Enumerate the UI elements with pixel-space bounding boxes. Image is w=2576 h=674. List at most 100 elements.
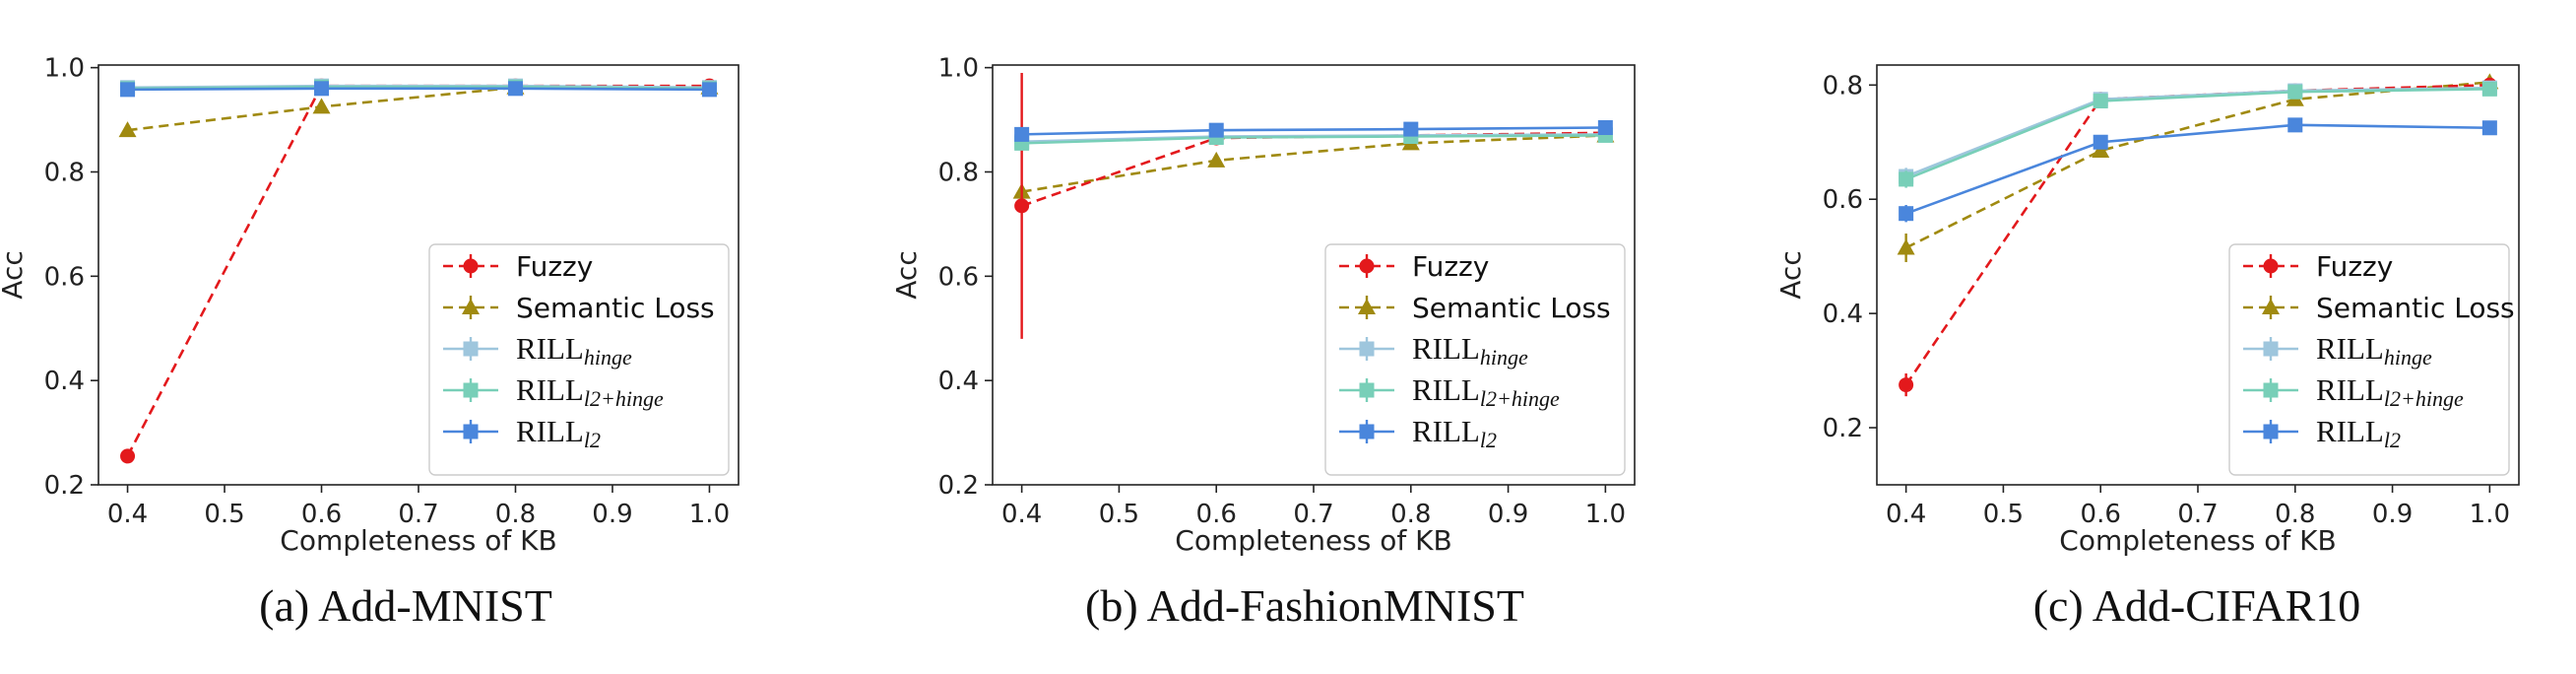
legend-label: Fuzzy (2316, 250, 2393, 283)
legend-swatch-marker (1359, 382, 1375, 398)
series-line (1021, 126, 1606, 136)
series-line (1905, 81, 2490, 249)
subfigure-caption: (a) Add-MNIST (259, 580, 552, 631)
x-tick-label: 1.0 (689, 500, 730, 529)
legend-label: RILLl2 (2316, 414, 2401, 452)
data-point (701, 82, 717, 98)
legend-swatch-marker (2263, 258, 2279, 274)
data-point (2287, 84, 2303, 100)
legend-item: Semantic Loss (1339, 292, 1611, 324)
subfigure-caption: (b) Add-FashionMNIST (1085, 580, 1524, 631)
legend-label: RILLl2+hinge (1412, 372, 1560, 411)
legend-label: RILLl2+hinge (2316, 372, 2464, 411)
series-2 (1897, 73, 2499, 262)
data-point (1207, 151, 1226, 168)
legend-item: Semantic Loss (2243, 292, 2515, 324)
data-point (2287, 117, 2303, 133)
legend-label: RILLhinge (2316, 331, 2432, 370)
x-tick-label: 0.6 (1196, 500, 1237, 529)
legend-swatch-marker (462, 299, 480, 314)
plot-frame (992, 64, 1636, 486)
series-line (1021, 134, 1606, 193)
x-tick-label: 0.8 (2275, 500, 2315, 529)
x-tick-label: 0.9 (2372, 500, 2413, 529)
data-point (118, 121, 137, 138)
data-point (2092, 141, 2110, 158)
subfigure-caption: (c) Add-CIFAR10 (2033, 580, 2361, 631)
x-tick-label: 0.6 (2081, 500, 2121, 529)
legend-item: RILLl2 (1339, 414, 1497, 452)
x-tick-label: 1.0 (1585, 500, 1626, 529)
legend-item: RILLhinge (443, 331, 632, 370)
series-line (1021, 131, 1606, 208)
series-line (127, 85, 710, 91)
x-tick-label: 0.9 (1488, 500, 1528, 529)
legend-item: Fuzzy (443, 250, 593, 283)
y-tick-label: 1.0 (44, 54, 85, 84)
legend-label: Fuzzy (1412, 250, 1489, 283)
x-tick-label: 0.8 (495, 500, 536, 529)
data-point (2093, 134, 2108, 150)
data-point (312, 98, 331, 114)
legend-item: RILLl2 (443, 414, 601, 452)
legend-label: RILLl2 (1412, 414, 1497, 452)
series-line (127, 87, 710, 92)
legend-item: Fuzzy (2243, 250, 2393, 283)
legend-label: Fuzzy (516, 250, 593, 283)
series-5 (1014, 120, 1613, 142)
legend-label: RILLl2 (516, 414, 601, 452)
legend-item: Semantic Loss (443, 292, 715, 324)
y-tick-label: 0.4 (44, 367, 85, 396)
chart-panel-1: 0.4 0.5 0.6 0.7 0.8 0.9 1.0 0.2 0.4 0.6 0.8 1.0 Comp… (0, 54, 740, 631)
data-point (314, 81, 330, 97)
y-tick-label: 0.2 (938, 471, 979, 501)
legend-swatch-marker (1358, 299, 1376, 314)
legend-item: RILLl2+hinge (1339, 372, 1560, 411)
y-tick-label: 0.8 (1823, 71, 1863, 101)
data-point (120, 82, 136, 98)
legend-label: RILLl2+hinge (516, 372, 664, 411)
chart-panel-2: 0.4 0.5 0.6 0.7 0.8 0.9 1.0 0.2 0.4 0.6 0.8 1.0 Comp… (890, 54, 1636, 631)
x-tick-label: 0.4 (1001, 500, 1042, 529)
legend-swatch-marker (463, 258, 479, 274)
legend-swatch-marker (463, 424, 479, 439)
data-point (1899, 171, 1914, 187)
legend-item: RILLl2+hinge (443, 372, 664, 411)
data-point (1014, 198, 1030, 214)
legend-box (1324, 243, 1626, 476)
y-tick-label: 0.2 (44, 471, 85, 501)
y-tick-label: 0.8 (938, 158, 979, 187)
x-tick-label: 0.4 (107, 500, 148, 529)
series-line (1905, 88, 2490, 181)
legend-label: Semantic Loss (2316, 292, 2515, 324)
legend-box (2228, 243, 2510, 476)
data-point (1597, 120, 1613, 136)
x-tick-label: 0.7 (2177, 500, 2218, 529)
legend-swatch-marker (2263, 424, 2279, 439)
x-axis-label: Completeness of KB (1175, 524, 1451, 557)
x-tick-label: 0.5 (1099, 500, 1139, 529)
y-tick-label: 0.6 (938, 262, 979, 292)
y-axis-label: Acc (1774, 250, 1807, 299)
data-point (1899, 377, 1914, 393)
x-tick-label: 0.8 (1390, 500, 1431, 529)
x-tick-label: 0.4 (1886, 500, 1926, 529)
legend-swatch-marker (2263, 341, 2279, 357)
y-tick-label: 0.4 (938, 367, 979, 396)
x-tick-label: 1.0 (2470, 500, 2510, 529)
series-line (1021, 134, 1606, 145)
legend-label: Semantic Loss (516, 292, 715, 324)
legend-swatch-marker (463, 341, 479, 357)
legend-item: RILLl2+hinge (2243, 372, 2464, 411)
legend-item: RILLl2 (2243, 414, 2401, 452)
data-point (2481, 120, 2497, 136)
legend-item: RILLhinge (2243, 331, 2432, 370)
x-tick-label: 0.7 (1293, 500, 1333, 529)
data-point (1208, 122, 1224, 138)
x-tick-label: 0.9 (592, 500, 632, 529)
series-5 (120, 81, 717, 98)
legend-swatch-marker (2263, 382, 2279, 398)
y-tick-label: 0.8 (44, 158, 85, 187)
data-point (1403, 121, 1419, 137)
x-axis-label: Completeness of KB (2059, 524, 2336, 557)
